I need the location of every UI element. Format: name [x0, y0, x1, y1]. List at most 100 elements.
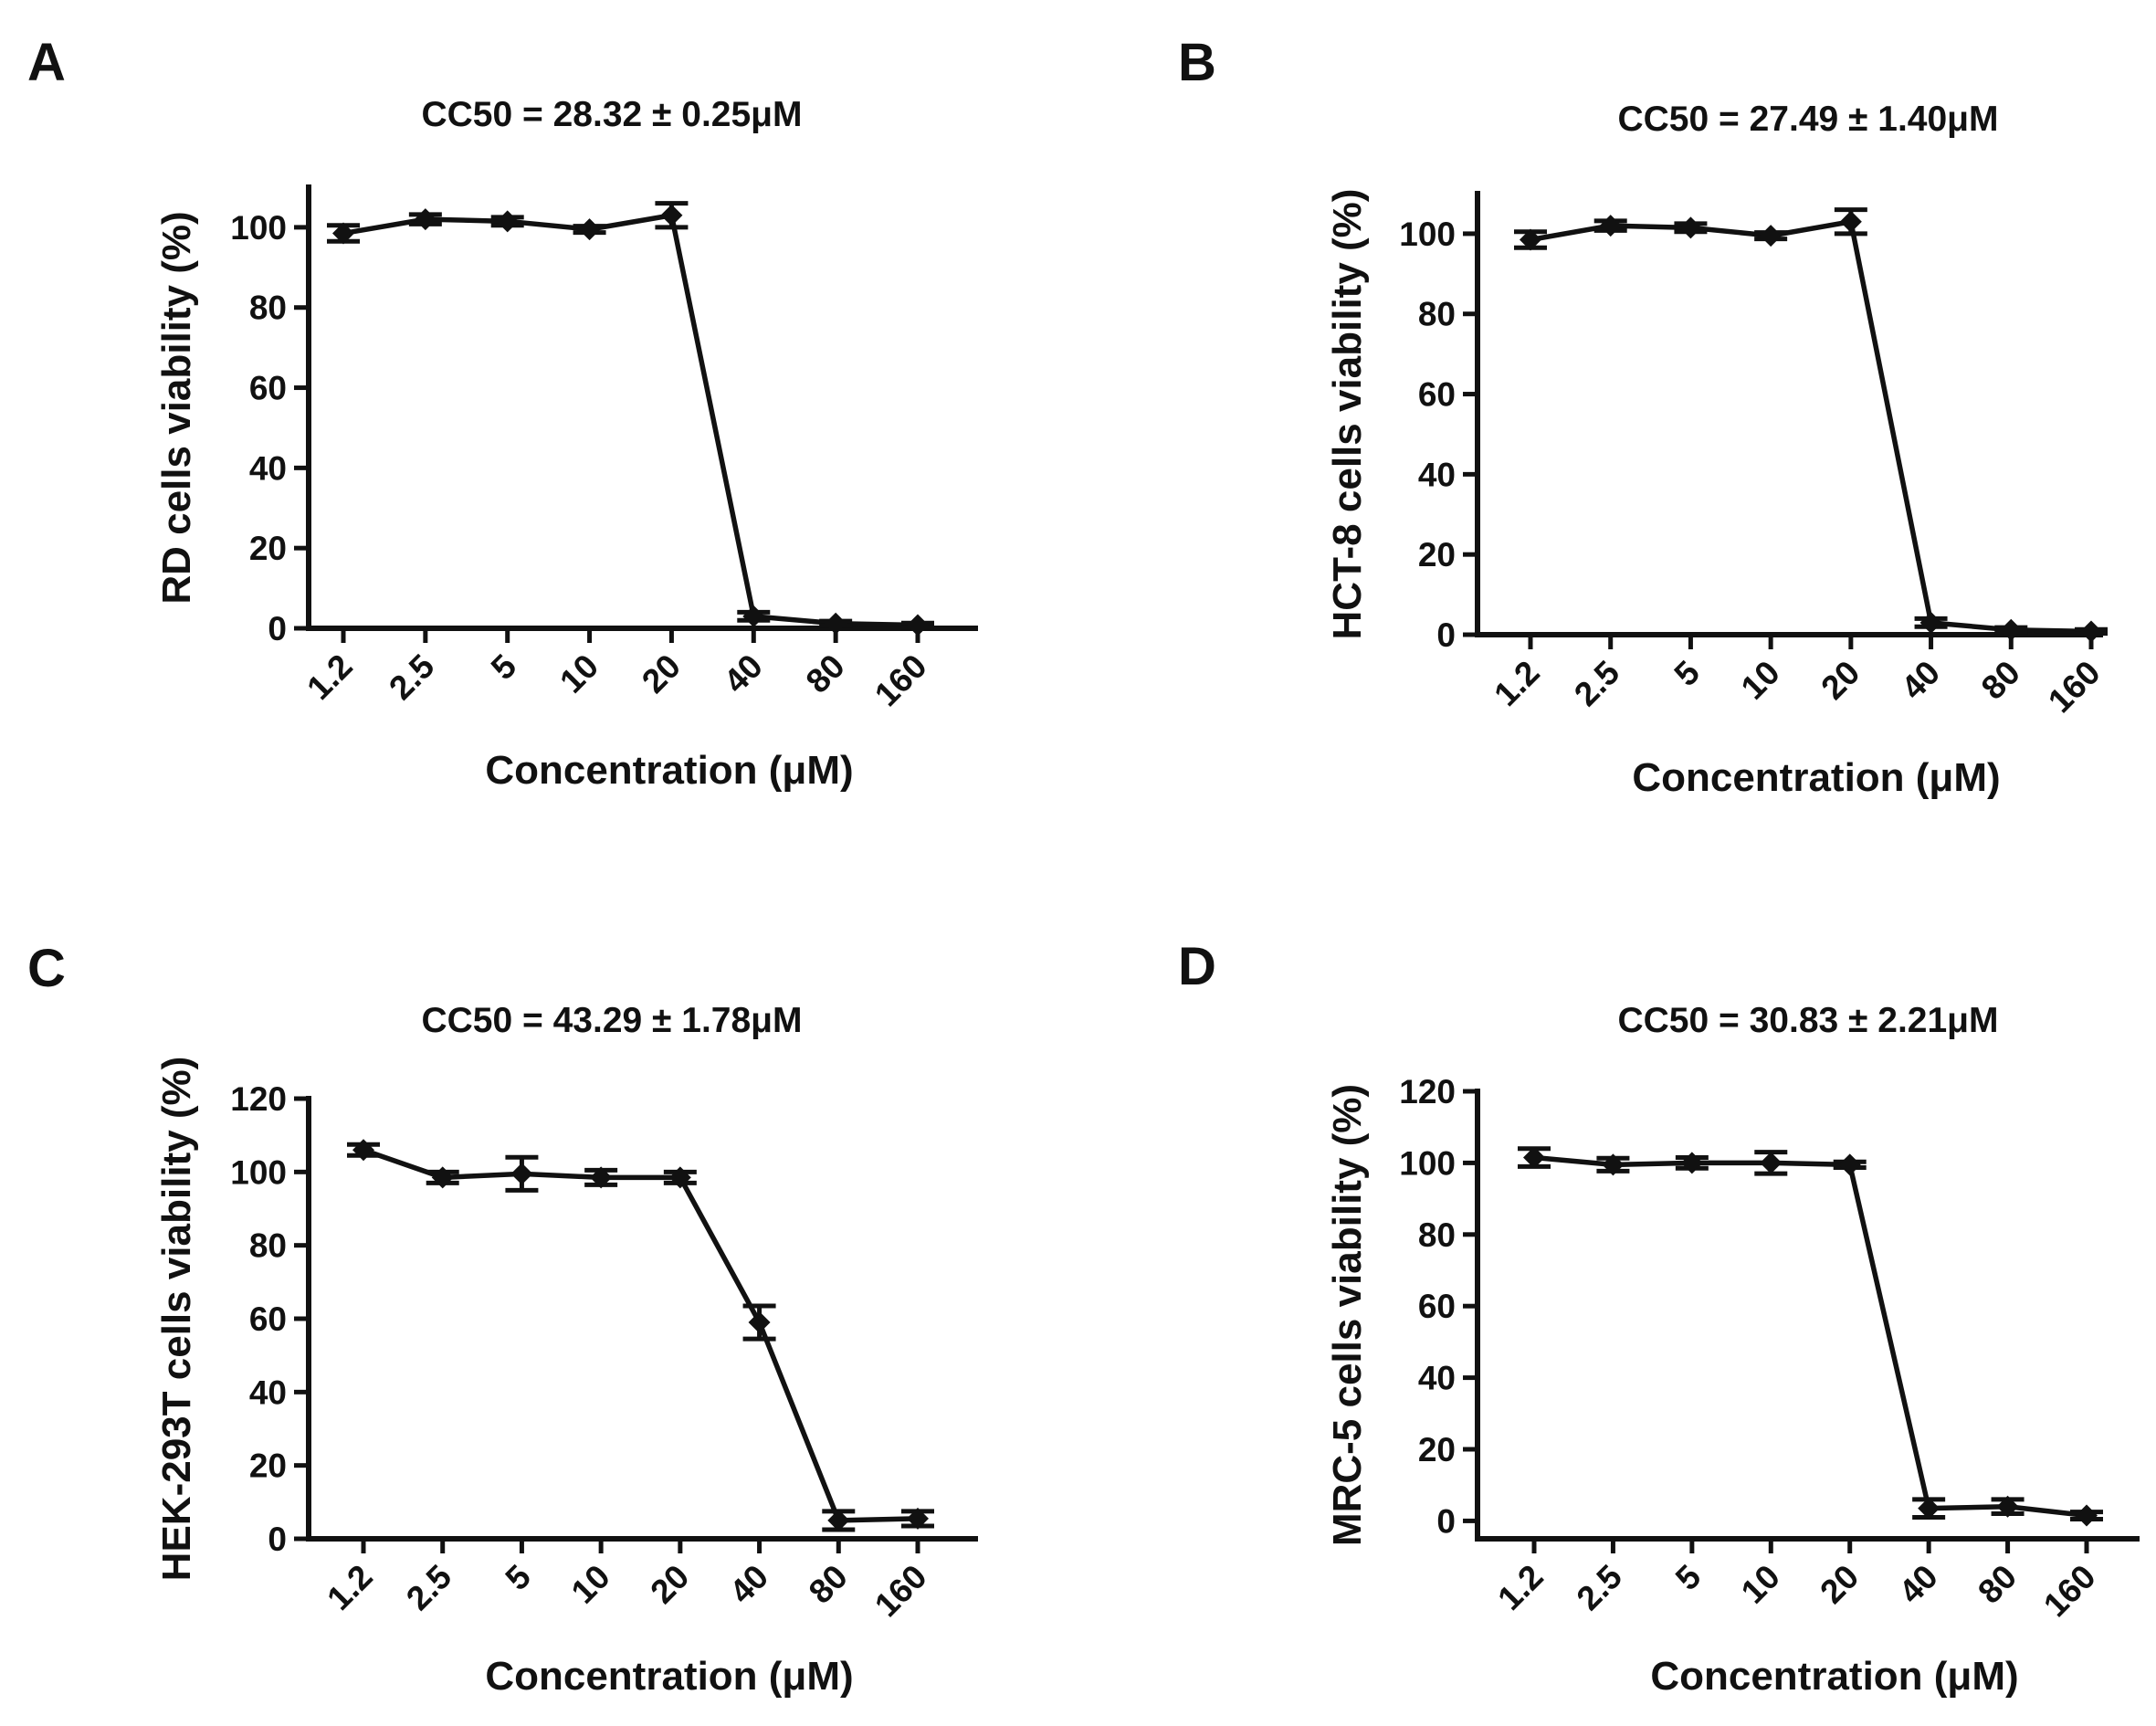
y-tick-label: 0 — [268, 610, 287, 647]
y-tick-label: 100 — [1399, 1144, 1456, 1182]
x-tick-label: 1.2 — [300, 647, 359, 707]
x-tick-label: 5 — [1667, 654, 1708, 694]
data-point — [1680, 1152, 1703, 1174]
panel-b: B CC50 = 27.49 ± 1.40μM 0 20 40 60 80 100 1.2 2.5… — [1178, 33, 2108, 800]
panel-letter: D — [1178, 937, 1216, 996]
data-point — [748, 1311, 771, 1334]
chart-title: CC50 = 28.32 ± 0.25μM — [421, 95, 802, 134]
y-tick-label: 120 — [1399, 1073, 1456, 1110]
data-point — [414, 208, 436, 231]
x-tick-label: 160 — [868, 647, 934, 714]
y-tick-label: 120 — [230, 1080, 287, 1118]
x-tick-label: 2.5 — [1567, 654, 1626, 713]
x-tick-label: 5 — [1668, 1558, 1709, 1598]
series-line — [1530, 218, 2092, 635]
x-tick-label: 40 — [1894, 654, 1947, 707]
chart-title: CC50 = 27.49 ± 1.40μM — [1617, 100, 1998, 139]
x-tick-label: 80 — [802, 1558, 855, 1611]
y-tick-label: 80 — [1418, 296, 1456, 333]
y-tick-label: 80 — [1418, 1216, 1456, 1254]
y-tick-label: 20 — [1418, 1431, 1456, 1468]
series-line — [363, 1147, 919, 1523]
data-point — [2080, 620, 2102, 643]
y-tick-label: 60 — [1418, 376, 1456, 414]
data-point — [1839, 210, 1862, 233]
y-tick-label: 40 — [1418, 1360, 1456, 1397]
data-point — [510, 1163, 533, 1185]
data-point — [907, 614, 929, 637]
y-axis-label: MRC-5 cells viability (%) — [1325, 1084, 1370, 1546]
data-point — [660, 204, 683, 226]
data-point — [1760, 225, 1783, 247]
panel-d: D CC50 = 30.83 ± 2.21μM 0 20 40 60 80 100 120 1.2… — [1178, 937, 2140, 1699]
y-tick-label: 60 — [1418, 1288, 1456, 1325]
panel-letter: B — [1178, 33, 1216, 92]
x-tick-label: 20 — [635, 647, 688, 700]
x-tick-label: 10 — [564, 1558, 617, 1611]
x-tick-label: 20 — [1813, 1558, 1866, 1611]
series-line — [1533, 1154, 2088, 1519]
x-tick-label: 40 — [1892, 1558, 1945, 1611]
data-point — [668, 1166, 691, 1189]
chart-title: CC50 = 30.83 ± 2.21μM — [1617, 1001, 1998, 1040]
chart-title: CC50 = 43.29 ± 1.78μM — [421, 1001, 802, 1040]
data-point — [1996, 1495, 2019, 1518]
data-point — [907, 1507, 929, 1530]
data-point — [1679, 216, 1702, 239]
x-tick-label: 10 — [1734, 654, 1787, 707]
y-tick-label: 20 — [1418, 536, 1456, 574]
panel-letter: A — [27, 33, 66, 92]
x-tick-label: 1.2 — [320, 1558, 379, 1617]
data-point — [1760, 1152, 1783, 1174]
data-point — [1523, 1146, 1545, 1169]
x-tick-label: 5 — [484, 647, 524, 688]
data-point — [332, 222, 354, 245]
y-tick-label: 40 — [249, 1373, 287, 1411]
data-point — [1919, 611, 1942, 634]
data-point — [1838, 1153, 1861, 1176]
y-tick-label: 20 — [249, 530, 287, 567]
y-tick-label: 40 — [249, 449, 287, 487]
data-point — [578, 218, 601, 241]
x-tick-label: 160 — [2041, 654, 2108, 721]
x-tick-label: 10 — [1734, 1558, 1787, 1611]
x-axis-label: Concentration (μM) — [485, 1654, 853, 1699]
data-point — [825, 612, 847, 635]
y-axis-label: RD cells viability (%) — [154, 211, 199, 604]
data-point — [1602, 1153, 1625, 1176]
y-axis-label: HEK-293T cells viability (%) — [154, 1057, 199, 1582]
x-tick-label: 160 — [868, 1558, 934, 1625]
data-point — [2000, 618, 2023, 641]
y-tick-label: 40 — [1418, 456, 1456, 493]
x-tick-label: 20 — [643, 1558, 696, 1611]
x-tick-label: 1.2 — [1487, 654, 1546, 713]
x-axis-label: Concentration (μM) — [1650, 1654, 2018, 1699]
x-tick-label: 80 — [1974, 654, 2027, 707]
x-tick-label: 80 — [1971, 1558, 2024, 1611]
x-tick-label: 80 — [799, 647, 852, 700]
data-point — [742, 605, 765, 627]
data-point — [352, 1139, 374, 1162]
y-tick-label: 0 — [1436, 616, 1456, 654]
data-point — [1599, 215, 1622, 237]
x-tick-label: 160 — [2036, 1558, 2103, 1625]
x-tick-label: 40 — [722, 1558, 775, 1611]
data-point — [1918, 1497, 1940, 1520]
y-tick-label: 20 — [249, 1447, 287, 1485]
data-point — [496, 210, 519, 233]
x-axis-label: Concentration (μM) — [485, 748, 853, 793]
panel-c: C CC50 = 43.29 ± 1.78μM 0 20 40 60 80 100 120 1.2… — [27, 939, 978, 1699]
panel-a: A CC50 = 28.32 ± 0.25μM 0 20 40 60 80 100 1.2 2.5… — [27, 33, 978, 793]
data-point — [590, 1166, 613, 1189]
y-tick-label: 80 — [249, 289, 287, 327]
x-tick-label: 2.5 — [382, 647, 441, 707]
y-tick-label: 100 — [230, 1153, 287, 1191]
x-tick-label: 40 — [717, 647, 770, 700]
y-tick-label: 80 — [249, 1227, 287, 1265]
panel-letter: C — [27, 939, 66, 998]
data-point — [827, 1509, 850, 1531]
data-point — [1520, 228, 1541, 251]
data-point — [431, 1166, 454, 1189]
